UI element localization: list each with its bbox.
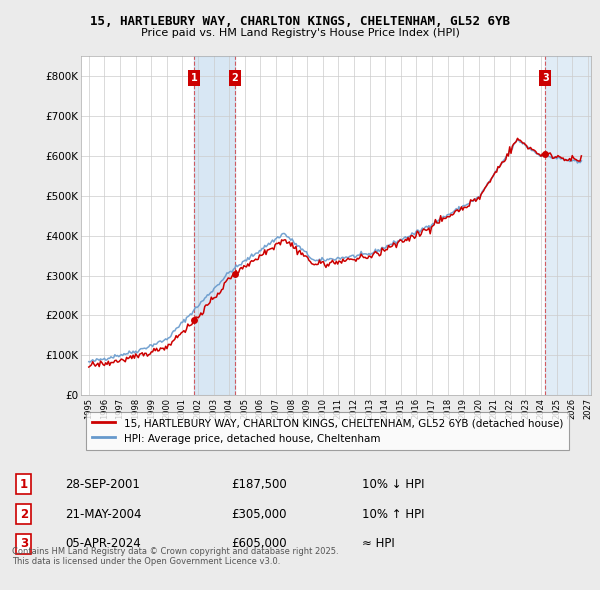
Text: 2: 2	[232, 73, 238, 83]
Text: £305,000: £305,000	[232, 507, 287, 520]
Bar	[545, 56, 591, 395]
Text: 10% ↑ HPI: 10% ↑ HPI	[362, 507, 425, 520]
Text: 3: 3	[542, 73, 548, 83]
Text: 05-APR-2024: 05-APR-2024	[65, 537, 141, 550]
Text: Price paid vs. HM Land Registry's House Price Index (HPI): Price paid vs. HM Land Registry's House …	[140, 28, 460, 38]
Text: Contains HM Land Registry data © Crown copyright and database right 2025.
This d: Contains HM Land Registry data © Crown c…	[12, 547, 338, 566]
Text: 21-MAY-2004: 21-MAY-2004	[65, 507, 142, 520]
Legend: 15, HARTLEBURY WAY, CHARLTON KINGS, CHELTENHAM, GL52 6YB (detached house), HPI: : 15, HARTLEBURY WAY, CHARLTON KINGS, CHEL…	[86, 412, 569, 450]
Text: £605,000: £605,000	[232, 537, 287, 550]
Text: 2: 2	[20, 507, 28, 520]
Text: £187,500: £187,500	[232, 478, 287, 491]
Text: 28-SEP-2001: 28-SEP-2001	[65, 478, 140, 491]
Text: 1: 1	[191, 73, 197, 83]
Text: 1: 1	[20, 478, 28, 491]
Bar	[194, 56, 235, 395]
Text: ≈ HPI: ≈ HPI	[362, 537, 395, 550]
Text: 3: 3	[20, 537, 28, 550]
Text: 10% ↓ HPI: 10% ↓ HPI	[362, 478, 425, 491]
Text: 15, HARTLEBURY WAY, CHARLTON KINGS, CHELTENHAM, GL52 6YB: 15, HARTLEBURY WAY, CHARLTON KINGS, CHEL…	[90, 15, 510, 28]
